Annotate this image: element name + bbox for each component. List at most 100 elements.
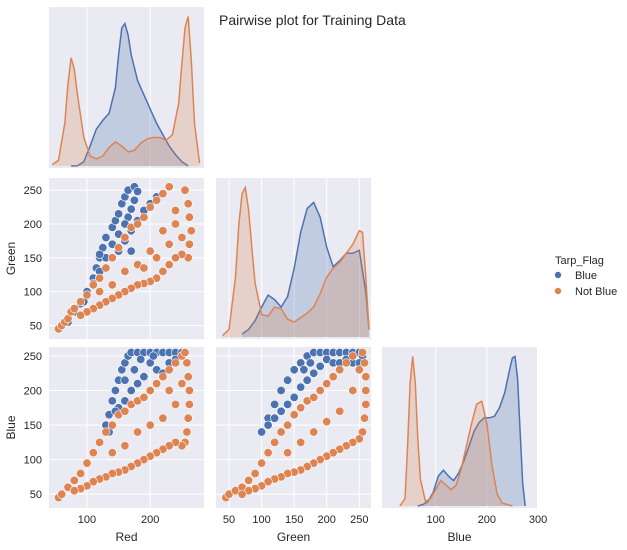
scatter-point-blue bbox=[129, 365, 139, 375]
scatter-point-not-blue bbox=[309, 392, 319, 402]
scatter-point-not-blue bbox=[263, 477, 273, 487]
legend-label-not-blue: Not Blue bbox=[575, 286, 617, 298]
scatter-point-not-blue bbox=[139, 392, 149, 402]
scatter-point-not-blue bbox=[95, 437, 105, 447]
scatter-point-not-blue bbox=[158, 226, 168, 236]
scatter-point-not-blue bbox=[152, 379, 162, 389]
y-axis-label-green: Green bbox=[4, 242, 18, 275]
x-axis-label-blue: Blue bbox=[447, 530, 471, 544]
panel-background bbox=[216, 178, 371, 339]
scatter-point-blue bbox=[299, 365, 309, 375]
scatter-point-not-blue bbox=[296, 403, 306, 413]
scatter-point-not-blue bbox=[186, 226, 196, 236]
scatter-point-blue bbox=[95, 249, 105, 259]
scatter-point-blue bbox=[107, 396, 117, 406]
scatter-point-not-blue bbox=[120, 266, 130, 276]
scatter-point-not-blue bbox=[164, 182, 174, 192]
kde-fill-not-blue bbox=[399, 356, 513, 506]
scatter-point-blue bbox=[283, 399, 293, 409]
scatter-point-not-blue bbox=[69, 304, 79, 314]
scatter-point-not-blue bbox=[309, 427, 319, 437]
kde-line-not-blue bbox=[399, 356, 513, 507]
scatter-point-blue bbox=[101, 233, 111, 243]
scatter-point-blue bbox=[114, 209, 124, 219]
x-tick-label: 300 bbox=[529, 514, 547, 526]
scatter-point-not-blue bbox=[76, 310, 86, 320]
panel-background bbox=[49, 7, 204, 168]
scatter-point-not-blue bbox=[359, 358, 369, 368]
scatter-point-not-blue bbox=[257, 458, 267, 468]
scatter-point-not-blue bbox=[82, 458, 92, 468]
y-tick-label: 250 bbox=[24, 185, 42, 197]
scatter-point-not-blue bbox=[171, 206, 181, 216]
scatter-point-not-blue bbox=[158, 189, 168, 199]
scatter-point-not-blue bbox=[145, 385, 155, 395]
y-tick-label: 150 bbox=[24, 253, 42, 265]
scatter-point-not-blue bbox=[335, 365, 345, 375]
x-axis-label-green: Green bbox=[277, 530, 310, 544]
scatter-point-not-blue bbox=[107, 448, 117, 458]
scatter-point-not-blue bbox=[145, 246, 155, 256]
scatter-point-not-blue bbox=[184, 212, 194, 222]
panel-green-vs-blue bbox=[216, 347, 371, 508]
x-tick-label: 200 bbox=[478, 514, 496, 526]
scatter-point-blue bbox=[276, 406, 286, 416]
scatter-point-not-blue bbox=[164, 385, 174, 395]
scatter-point-not-blue bbox=[171, 253, 181, 263]
scatter-point-not-blue bbox=[164, 365, 174, 375]
scatter-point-not-blue bbox=[361, 399, 371, 409]
scatter-point-not-blue bbox=[101, 427, 111, 437]
scatter-point-not-blue bbox=[57, 489, 67, 499]
scatter-point-not-blue bbox=[171, 399, 181, 409]
scatter-point-blue bbox=[126, 246, 136, 256]
legend: Tarp_Flag Blue Not Blue bbox=[554, 255, 617, 298]
scatter-point-not-blue bbox=[107, 253, 117, 263]
legend-label-blue: Blue bbox=[575, 270, 597, 282]
scatter-point-not-blue bbox=[158, 413, 168, 423]
scatter-point-not-blue bbox=[69, 486, 79, 496]
scatter-point-blue bbox=[133, 379, 143, 389]
y-tick-label: 50 bbox=[30, 320, 42, 332]
scatter-point-not-blue bbox=[158, 266, 168, 276]
scatter-point-not-blue bbox=[276, 427, 286, 437]
scatter-point-not-blue bbox=[296, 437, 306, 447]
scatter-point-not-blue bbox=[182, 427, 192, 437]
y-tick-label: 100 bbox=[24, 287, 42, 299]
scatter-point-not-blue bbox=[180, 185, 190, 195]
scatter-point-not-blue bbox=[348, 385, 358, 395]
scatter-point-not-blue bbox=[76, 468, 86, 478]
scatter-point-not-blue bbox=[107, 280, 117, 290]
scatter-point-not-blue bbox=[171, 358, 181, 368]
kde-fill-blue bbox=[417, 356, 526, 506]
scatter-point-not-blue bbox=[177, 233, 187, 243]
kde-line-not-blue bbox=[221, 185, 370, 337]
x-tick-label: 100 bbox=[78, 514, 96, 526]
y-tick-label: 150 bbox=[24, 420, 42, 432]
scatter-point-blue bbox=[148, 351, 158, 361]
scatter-point-not-blue bbox=[76, 297, 86, 307]
y-tick-label: 100 bbox=[24, 455, 42, 467]
scatter-point-not-blue bbox=[95, 273, 105, 283]
scatter-point-not-blue bbox=[263, 448, 273, 458]
scatter-point-blue bbox=[296, 382, 306, 392]
scatter-point-not-blue bbox=[120, 406, 130, 416]
y-tick-label: 50 bbox=[30, 489, 42, 501]
scatter-point-not-blue bbox=[283, 448, 293, 458]
scatter-point-not-blue bbox=[139, 212, 149, 222]
scatter-point-blue bbox=[257, 427, 267, 437]
panel-green-kde bbox=[216, 178, 371, 339]
scatter-point-not-blue bbox=[184, 385, 194, 395]
scatter-point-not-blue bbox=[283, 420, 293, 430]
scatter-point-not-blue bbox=[354, 365, 364, 375]
legend-title: Tarp_Flag bbox=[555, 255, 604, 267]
scatter-point-not-blue bbox=[335, 406, 345, 416]
scatter-point-not-blue bbox=[120, 233, 130, 243]
x-axis-label-red: Red bbox=[115, 530, 137, 544]
scatter-point-blue bbox=[305, 358, 315, 368]
scatter-point-not-blue bbox=[145, 202, 155, 212]
scatter-point-not-blue bbox=[322, 417, 332, 427]
panel-blue-kde bbox=[382, 347, 539, 508]
y-tick-label: 200 bbox=[24, 386, 42, 398]
scatter-point-not-blue bbox=[88, 448, 98, 458]
